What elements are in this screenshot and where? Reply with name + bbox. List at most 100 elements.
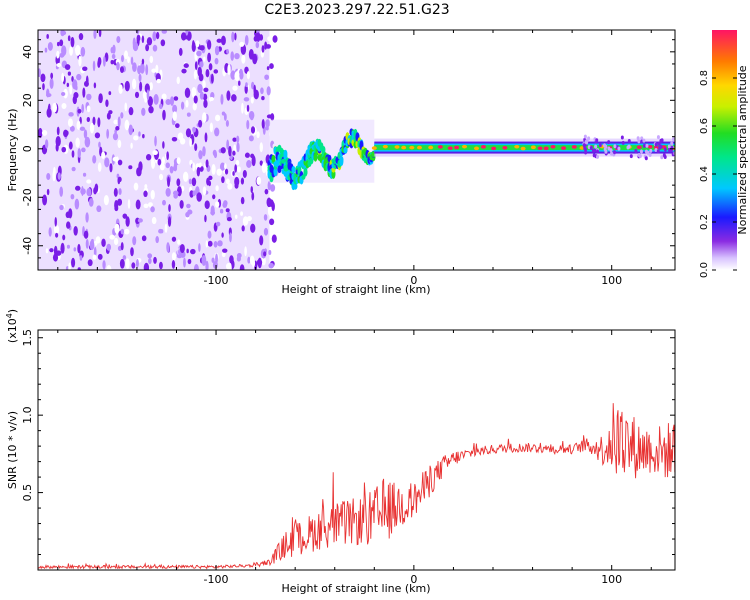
noise-cell	[177, 239, 181, 245]
noise-cell	[93, 246, 97, 258]
noise-cell	[179, 243, 185, 254]
noise-cell	[84, 136, 91, 148]
noise-cell	[261, 162, 267, 174]
noise-cell	[130, 56, 134, 66]
line-peak	[561, 146, 567, 150]
noise-cell	[204, 132, 208, 143]
noise-cell	[259, 142, 263, 153]
noise-cell	[164, 223, 168, 233]
noise-cell	[255, 41, 260, 49]
side-noise	[582, 143, 586, 148]
noise-cell	[77, 267, 81, 270]
noise-cell	[131, 262, 136, 269]
line-peak	[473, 146, 479, 151]
noise-cell	[66, 244, 71, 249]
side-noise	[621, 140, 625, 145]
noise-cell	[201, 254, 207, 266]
noise-cell	[207, 230, 212, 239]
band-cell	[339, 156, 344, 163]
noise-cell	[190, 248, 196, 255]
noise-cell	[55, 232, 59, 238]
noise-cell	[179, 138, 186, 145]
noise-cell	[220, 147, 226, 154]
noise-cell	[213, 69, 219, 74]
noise-cell	[176, 157, 181, 165]
noise-cell	[245, 82, 248, 88]
noise-cell	[222, 202, 228, 208]
noise-cell	[56, 63, 62, 68]
noise-cell	[77, 148, 81, 158]
noise-cell	[205, 159, 209, 168]
side-noise	[604, 149, 608, 154]
noise-cell	[92, 254, 97, 260]
noise-cell	[156, 78, 161, 84]
side-noise	[654, 148, 658, 153]
noise-cell	[250, 186, 253, 194]
noise-cell	[225, 178, 230, 185]
noise-cell	[40, 73, 46, 83]
noise-cell	[111, 53, 116, 59]
noise-cell	[50, 72, 54, 79]
line-peak	[401, 145, 407, 150]
noise-cell	[250, 223, 256, 233]
noise-cell	[234, 32, 237, 41]
noise-cell	[145, 154, 152, 161]
x-tick-label: 100	[601, 274, 622, 287]
noise-cell	[66, 221, 71, 229]
noise-cell	[64, 64, 71, 70]
noise-cell	[75, 45, 81, 56]
noise-cell	[152, 150, 158, 156]
noise-cell	[251, 81, 255, 90]
noise-cell	[137, 65, 142, 75]
side-noise	[662, 153, 666, 158]
noise-cell	[150, 206, 155, 213]
noise-cell	[86, 188, 92, 197]
noise-cell	[264, 74, 270, 80]
noise-cell	[236, 142, 240, 153]
noise-cell	[267, 205, 272, 216]
noise-cell	[217, 240, 223, 247]
noise-cell	[147, 253, 153, 259]
noise-cell	[46, 172, 51, 181]
side-noise	[629, 154, 633, 159]
noise-cell	[202, 112, 207, 123]
line-peak	[530, 145, 536, 150]
noise-cell	[263, 251, 267, 257]
noise-cell	[228, 145, 232, 157]
noise-cell	[103, 194, 109, 206]
noise-cell	[151, 159, 156, 169]
y-tick-label: -40	[21, 237, 34, 255]
noise-cell	[93, 240, 98, 246]
noise-cell	[240, 211, 244, 216]
side-noise	[656, 135, 660, 140]
side-noise	[607, 146, 611, 151]
noise-cell	[128, 107, 134, 116]
noise-cell	[153, 94, 159, 105]
side-noise	[672, 137, 675, 142]
noise-cell	[45, 248, 49, 254]
y-tick-label: 0.5	[21, 484, 34, 502]
noise-cell	[213, 241, 218, 248]
noise-cell	[41, 130, 48, 136]
side-noise	[613, 150, 617, 155]
line-peak	[454, 145, 460, 150]
noise-cell	[230, 51, 235, 61]
noise-cell	[122, 213, 128, 219]
noise-cell	[120, 228, 125, 235]
noise-cell	[124, 119, 130, 131]
side-noise	[646, 150, 650, 155]
noise-cell	[236, 166, 241, 173]
noise-cell	[198, 119, 203, 128]
noise-cell	[115, 126, 120, 131]
line-peak	[409, 145, 415, 150]
noise-cell	[227, 64, 231, 76]
noise-cell	[44, 47, 48, 53]
noise-cell	[67, 71, 72, 76]
noise-cell	[202, 80, 206, 89]
noise-cell	[138, 73, 142, 82]
noise-cell	[72, 95, 77, 105]
side-noise	[602, 143, 606, 148]
noise-cell	[185, 128, 192, 138]
noise-cell	[160, 229, 164, 234]
noise-cell	[145, 64, 149, 76]
